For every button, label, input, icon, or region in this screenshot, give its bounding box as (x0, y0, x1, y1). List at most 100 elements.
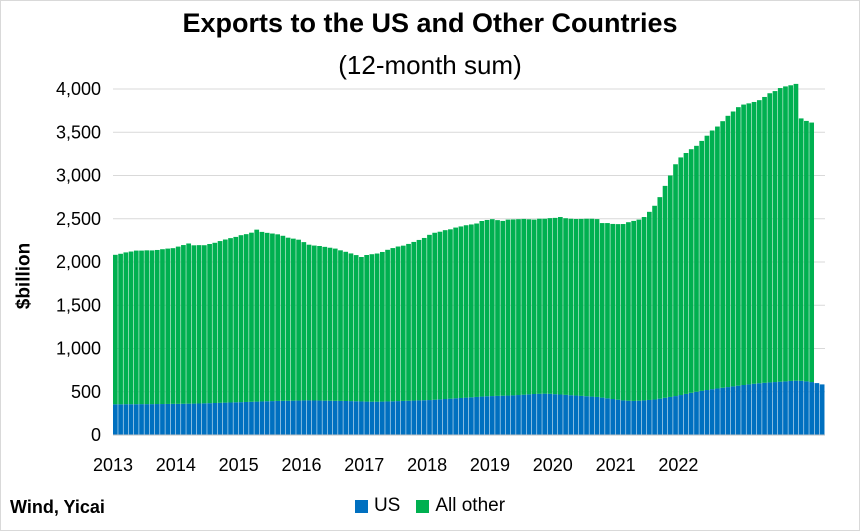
bar-all-other (458, 226, 464, 398)
bar-all-other (469, 224, 474, 398)
bar-us (615, 399, 621, 435)
bar-all-other (756, 100, 762, 384)
bar-us (196, 403, 202, 435)
bar-all-other (181, 245, 186, 404)
y-tick-label: 1,500 (56, 295, 101, 315)
bar-us (332, 400, 338, 435)
bar-all-other (652, 205, 657, 400)
bar-all-other (170, 248, 176, 404)
bar-all-other (322, 246, 328, 401)
bar-us (725, 387, 731, 435)
bar-us (338, 400, 343, 435)
bar-us (343, 401, 349, 435)
bar-all-other (772, 91, 778, 383)
bar-all-other (615, 224, 621, 400)
bar-us (154, 404, 160, 435)
bar-all-other (249, 232, 254, 402)
bar-us (715, 388, 720, 435)
x-tick-label: 2021 (596, 455, 636, 475)
bar-all-other (280, 235, 286, 401)
bar-all-other (694, 145, 699, 392)
bar-all-other (364, 254, 370, 402)
bar-us (531, 393, 537, 435)
bar-all-other (259, 231, 265, 402)
bar-us (777, 381, 783, 435)
x-tick-label: 2014 (156, 455, 196, 475)
bar-all-other (228, 238, 233, 403)
bar-all-other (484, 219, 490, 397)
bar-us (385, 401, 390, 435)
bar-us (563, 394, 568, 435)
bar-us (730, 386, 736, 435)
bar-us (547, 393, 553, 435)
bar-all-other (432, 232, 438, 400)
bar-us (191, 403, 197, 435)
bar-all-other (416, 239, 422, 401)
bar-all-other (343, 251, 349, 402)
bar-all-other (552, 217, 558, 395)
bar-us (301, 400, 307, 435)
bar-us (798, 380, 804, 435)
bar-us (484, 396, 490, 435)
bar-us (411, 400, 417, 435)
bar-all-other (400, 245, 406, 401)
x-tick-label: 2022 (658, 455, 698, 475)
bar-all-other (442, 230, 448, 400)
bar-us (584, 396, 589, 435)
bar-us (474, 396, 479, 435)
bar-us (704, 390, 710, 435)
bar-all-other (725, 115, 731, 388)
bar-all-other (599, 223, 605, 398)
bar-all-other (296, 239, 301, 401)
bar-us (746, 384, 752, 435)
bar-us (390, 401, 396, 435)
bar-us (406, 400, 411, 435)
bar-all-other (348, 253, 354, 402)
bar-us (327, 400, 333, 435)
bar-all-other (741, 104, 746, 386)
bar-us (652, 399, 657, 435)
bar-all-other (699, 140, 705, 391)
bar-all-other (510, 219, 516, 396)
bar-all-other (521, 218, 527, 395)
bar-all-other (165, 248, 171, 404)
bar-us (322, 400, 328, 435)
bar-all-other (154, 249, 160, 405)
bar-us (400, 400, 406, 435)
bar-all-other (301, 242, 307, 401)
bar-us (756, 383, 762, 435)
bar-us (647, 399, 652, 435)
bar-all-other (411, 241, 417, 401)
bar-us (259, 401, 265, 435)
bar-us (578, 395, 584, 435)
bar-us (510, 395, 516, 435)
bar-all-other (202, 245, 207, 404)
bar-us (751, 383, 757, 435)
bar-all-other (406, 243, 411, 401)
bar-us (270, 401, 275, 435)
bar-all-other (673, 164, 678, 397)
bar-us (736, 385, 741, 435)
bar-all-other (427, 234, 432, 401)
bar-us (421, 400, 427, 435)
bar-us (783, 381, 788, 435)
bar-us (599, 397, 605, 435)
bar-us (741, 385, 746, 435)
bar-all-other (777, 88, 783, 382)
bar-us (432, 399, 438, 435)
y-tick-label: 500 (71, 382, 101, 402)
bar-all-other (631, 220, 637, 401)
bar-all-other (762, 96, 767, 383)
bar-us (788, 380, 794, 435)
bar-us (128, 404, 134, 435)
bar-us (662, 397, 668, 435)
bar-all-other (736, 107, 741, 386)
bar-us (317, 400, 322, 435)
bar-us (667, 396, 673, 435)
bar-all-other (448, 229, 453, 399)
bar-all-other (128, 251, 134, 405)
bar-us (762, 382, 767, 435)
bar-all-other (804, 120, 809, 382)
bar-us (275, 400, 281, 435)
bar-all-other (306, 244, 312, 401)
